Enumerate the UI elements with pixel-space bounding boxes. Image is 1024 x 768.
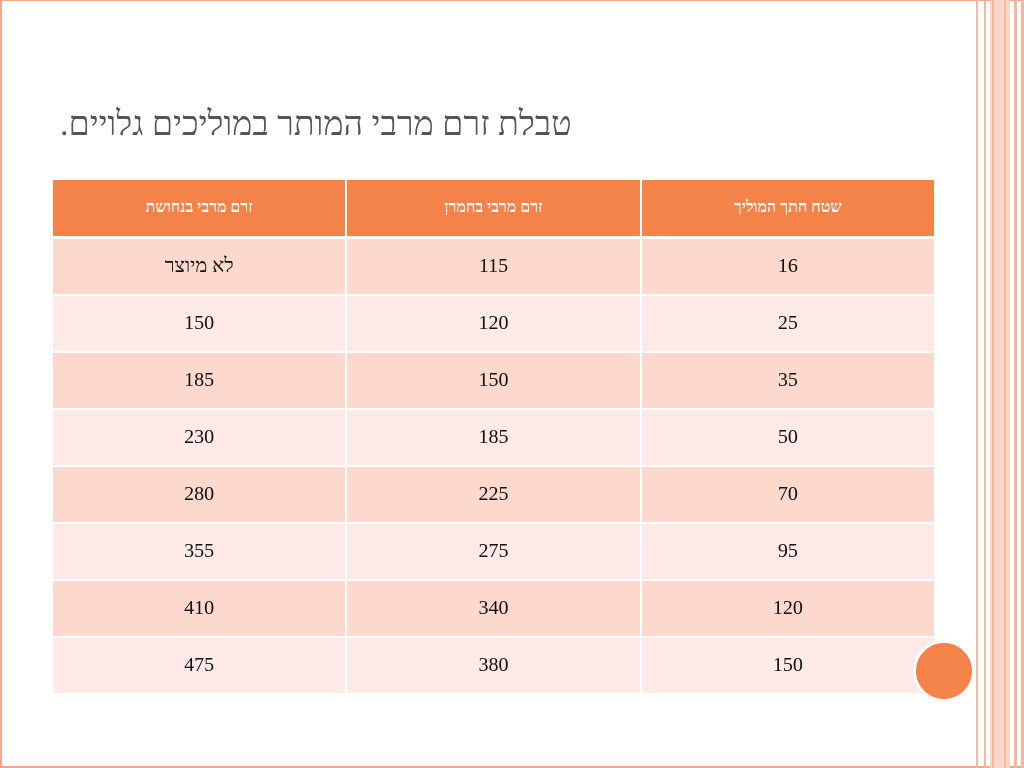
cell-aluminum: 185 [345,408,642,467]
table-row: 95 275 355 [50,522,937,581]
table-row: 120 340 410 [50,579,937,638]
cell-area: 25 [639,294,937,353]
slide-title-text: טבלת זרם מרבי המותר במוליכים גלויים. [60,106,572,143]
table-header-row: שטח חתך המוליך זרם מרבי בחמרן זרם מרבי ב… [50,178,937,239]
cell-copper: 150 [50,294,348,353]
stripe-line [976,0,978,768]
frame-left-border [0,0,2,768]
decorative-circle [913,640,975,702]
cell-copper: 280 [50,465,348,524]
cell-aluminum: 275 [345,522,642,581]
header-copper-current: זרם מרבי בנחושת [50,178,348,239]
stripe-line [992,0,994,768]
cell-copper: 355 [50,522,348,581]
stripe-line [1014,0,1017,768]
cell-aluminum: 115 [345,236,642,296]
header-aluminum-current: זרם מרבי בחמרן [345,178,642,239]
cell-aluminum: 380 [345,636,642,695]
table-row: 35 150 185 [50,351,937,410]
cell-area: 35 [639,351,937,410]
decorative-stripes [976,0,1024,768]
slide-title: טבלת זרם מרבי המותר במוליכים גלויים. [60,106,650,144]
table-row: 16 115 לא מיוצר [50,236,937,296]
stripe-line [984,0,986,768]
cell-copper: 410 [50,579,348,638]
table-row: 25 120 150 [50,294,937,353]
table-row: 50 185 230 [50,408,937,467]
cell-aluminum: 225 [345,465,642,524]
table-row: 150 380 475 [50,636,937,695]
stripe-line [1004,0,1006,768]
cell-area: 150 [639,636,937,695]
cell-aluminum: 120 [345,294,642,353]
cell-copper: 230 [50,408,348,467]
cell-aluminum: 150 [345,351,642,410]
cell-copper: 185 [50,351,348,410]
frame-top-border [0,0,1024,1]
stripe-line [1021,0,1024,768]
current-table: שטח חתך המוליך זרם מרבי בחמרן זרם מרבי ב… [50,178,937,695]
cell-copper: לא מיוצר [50,236,348,296]
cell-copper: 475 [50,636,348,695]
cell-area: 16 [639,236,937,296]
cell-area: 50 [639,408,937,467]
cell-area: 120 [639,579,937,638]
header-conductor-area: שטח חתך המוליך [639,178,937,239]
cell-area: 95 [639,522,937,581]
frame-bottom-border [0,766,1024,768]
cell-area: 70 [639,465,937,524]
table-row: 70 225 280 [50,465,937,524]
cell-aluminum: 340 [345,579,642,638]
